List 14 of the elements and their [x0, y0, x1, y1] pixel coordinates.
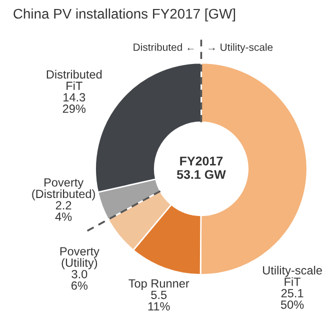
text: → Utility-scale — [208, 43, 273, 53]
slice-label: Poverty (Distributed) — [32, 178, 95, 200]
data-label: 25.1 50% — [280, 289, 304, 309]
data-label: 5.5 11% — [148, 290, 170, 310]
text: FY2017 53.1 GW — [176, 156, 226, 179]
data-label: 14.3 29% — [62, 93, 86, 113]
data-label: 2.2 4% — [55, 201, 72, 221]
chart-title: China PV installations FY2017 [GW] — [14, 8, 236, 22]
data-label: 3.0 6% — [71, 270, 88, 290]
slice-label: Utility-scale FiT — [263, 266, 322, 286]
slice-label: Poverty (Utility) — [60, 247, 100, 270]
text: Distributed ← — [134, 43, 194, 51]
slice-label: Distributed FiT — [46, 70, 102, 90]
slice-label: Top Runner — [128, 279, 190, 290]
